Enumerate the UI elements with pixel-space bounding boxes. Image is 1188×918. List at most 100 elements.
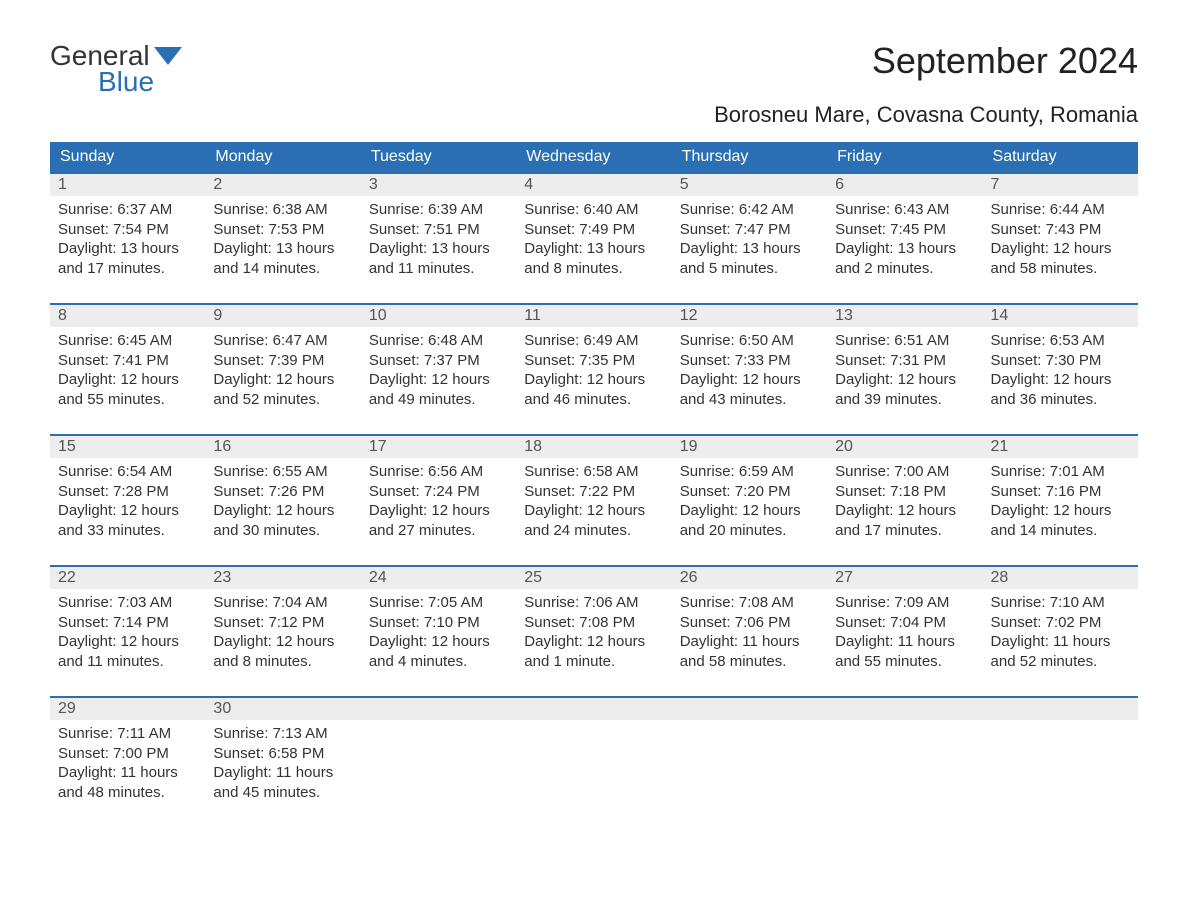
- daylight-text: and 36 minutes.: [991, 390, 1130, 410]
- sunrise-text: Sunrise: 6:50 AM: [680, 331, 819, 351]
- daylight-text: and 52 minutes.: [213, 390, 352, 410]
- daylight-text: and 14 minutes.: [991, 521, 1130, 541]
- day-cell: Sunrise: 6:59 AMSunset: 7:20 PMDaylight:…: [672, 458, 827, 550]
- sunset-text: Sunset: 7:47 PM: [680, 220, 819, 240]
- day-number: 24: [361, 566, 516, 589]
- daylight-text: Daylight: 12 hours: [369, 370, 508, 390]
- sunset-text: Sunset: 7:02 PM: [991, 613, 1130, 633]
- daylight-text: and 27 minutes.: [369, 521, 508, 541]
- sunrise-text: Sunrise: 6:54 AM: [58, 462, 197, 482]
- daylight-text: Daylight: 11 hours: [680, 632, 819, 652]
- day-number: 1: [50, 173, 205, 196]
- week-number-row: 891011121314: [50, 304, 1138, 327]
- daylight-text: Daylight: 12 hours: [835, 501, 974, 521]
- week-data-row: Sunrise: 6:45 AMSunset: 7:41 PMDaylight:…: [50, 327, 1138, 419]
- calendar-body: 1234567Sunrise: 6:37 AMSunset: 7:54 PMDa…: [50, 173, 1138, 812]
- day-number: 10: [361, 304, 516, 327]
- day-cell: Sunrise: 7:11 AMSunset: 7:00 PMDaylight:…: [50, 720, 205, 812]
- sunrise-text: Sunrise: 7:03 AM: [58, 593, 197, 613]
- daylight-text: and 58 minutes.: [680, 652, 819, 672]
- sunrise-text: Sunrise: 6:56 AM: [369, 462, 508, 482]
- sunrise-text: Sunrise: 6:55 AM: [213, 462, 352, 482]
- daylight-text: and 48 minutes.: [58, 783, 197, 803]
- sunset-text: Sunset: 7:37 PM: [369, 351, 508, 371]
- sunset-text: Sunset: 7:51 PM: [369, 220, 508, 240]
- day-cell: Sunrise: 6:55 AMSunset: 7:26 PMDaylight:…: [205, 458, 360, 550]
- daylight-text: Daylight: 13 hours: [213, 239, 352, 259]
- day-cell: Sunrise: 6:47 AMSunset: 7:39 PMDaylight:…: [205, 327, 360, 419]
- page-title: September 2024: [872, 40, 1138, 82]
- daylight-text: and 33 minutes.: [58, 521, 197, 541]
- day-cell: Sunrise: 7:08 AMSunset: 7:06 PMDaylight:…: [672, 589, 827, 681]
- sunset-text: Sunset: 7:43 PM: [991, 220, 1130, 240]
- daylight-text: and 24 minutes.: [524, 521, 663, 541]
- sunrise-text: Sunrise: 7:05 AM: [369, 593, 508, 613]
- day-cell: Sunrise: 6:39 AMSunset: 7:51 PMDaylight:…: [361, 196, 516, 288]
- day-number: 5: [672, 173, 827, 196]
- week-data-row: Sunrise: 7:11 AMSunset: 7:00 PMDaylight:…: [50, 720, 1138, 812]
- sunset-text: Sunset: 7:18 PM: [835, 482, 974, 502]
- day-number: 18: [516, 435, 671, 458]
- col-friday: Friday: [827, 142, 982, 173]
- daylight-text: Daylight: 12 hours: [991, 239, 1130, 259]
- sunset-text: Sunset: 7:22 PM: [524, 482, 663, 502]
- sunrise-text: Sunrise: 6:40 AM: [524, 200, 663, 220]
- day-number: 6: [827, 173, 982, 196]
- daylight-text: and 55 minutes.: [835, 652, 974, 672]
- day-number: 25: [516, 566, 671, 589]
- daylight-text: Daylight: 13 hours: [835, 239, 974, 259]
- sunrise-text: Sunrise: 6:51 AM: [835, 331, 974, 351]
- day-cell: Sunrise: 7:09 AMSunset: 7:04 PMDaylight:…: [827, 589, 982, 681]
- day-number: [983, 697, 1138, 720]
- sunset-text: Sunset: 7:12 PM: [213, 613, 352, 633]
- week-number-row: 22232425262728: [50, 566, 1138, 589]
- col-thursday: Thursday: [672, 142, 827, 173]
- day-cell: Sunrise: 6:43 AMSunset: 7:45 PMDaylight:…: [827, 196, 982, 288]
- sunrise-text: Sunrise: 7:09 AM: [835, 593, 974, 613]
- day-cell: Sunrise: 6:42 AMSunset: 7:47 PMDaylight:…: [672, 196, 827, 288]
- daylight-text: and 39 minutes.: [835, 390, 974, 410]
- day-cell: Sunrise: 6:50 AMSunset: 7:33 PMDaylight:…: [672, 327, 827, 419]
- day-number: 20: [827, 435, 982, 458]
- daylight-text: and 11 minutes.: [369, 259, 508, 279]
- daylight-text: and 45 minutes.: [213, 783, 352, 803]
- daylight-text: and 49 minutes.: [369, 390, 508, 410]
- col-tuesday: Tuesday: [361, 142, 516, 173]
- day-number: 23: [205, 566, 360, 589]
- sunrise-text: Sunrise: 6:58 AM: [524, 462, 663, 482]
- sunset-text: Sunset: 7:08 PM: [524, 613, 663, 633]
- sunrise-text: Sunrise: 7:11 AM: [58, 724, 197, 744]
- daylight-text: Daylight: 12 hours: [58, 632, 197, 652]
- day-number: 11: [516, 304, 671, 327]
- daylight-text: and 58 minutes.: [991, 259, 1130, 279]
- sunrise-text: Sunrise: 7:08 AM: [680, 593, 819, 613]
- daylight-text: Daylight: 12 hours: [835, 370, 974, 390]
- daylight-text: Daylight: 12 hours: [58, 501, 197, 521]
- day-cell: Sunrise: 7:03 AMSunset: 7:14 PMDaylight:…: [50, 589, 205, 681]
- day-number: 13: [827, 304, 982, 327]
- sunrise-text: Sunrise: 7:13 AM: [213, 724, 352, 744]
- daylight-text: and 8 minutes.: [524, 259, 663, 279]
- sunset-text: Sunset: 7:31 PM: [835, 351, 974, 371]
- day-cell: Sunrise: 6:38 AMSunset: 7:53 PMDaylight:…: [205, 196, 360, 288]
- daylight-text: Daylight: 12 hours: [991, 370, 1130, 390]
- col-saturday: Saturday: [983, 142, 1138, 173]
- week-number-row: 15161718192021: [50, 435, 1138, 458]
- location-subtitle: Borosneu Mare, Covasna County, Romania: [50, 102, 1138, 128]
- daylight-text: Daylight: 13 hours: [58, 239, 197, 259]
- sunset-text: Sunset: 7:04 PM: [835, 613, 974, 633]
- day-number: 29: [50, 697, 205, 720]
- day-cell: [827, 720, 982, 812]
- day-cell: [516, 720, 671, 812]
- sunrise-text: Sunrise: 6:53 AM: [991, 331, 1130, 351]
- day-cell: Sunrise: 6:54 AMSunset: 7:28 PMDaylight:…: [50, 458, 205, 550]
- daylight-text: and 17 minutes.: [58, 259, 197, 279]
- sunrise-text: Sunrise: 6:43 AM: [835, 200, 974, 220]
- sunrise-text: Sunrise: 6:59 AM: [680, 462, 819, 482]
- day-number: [672, 697, 827, 720]
- day-number: [361, 697, 516, 720]
- day-cell: Sunrise: 6:49 AMSunset: 7:35 PMDaylight:…: [516, 327, 671, 419]
- daylight-text: Daylight: 12 hours: [991, 501, 1130, 521]
- calendar-table: Sunday Monday Tuesday Wednesday Thursday…: [50, 142, 1138, 812]
- day-number: 14: [983, 304, 1138, 327]
